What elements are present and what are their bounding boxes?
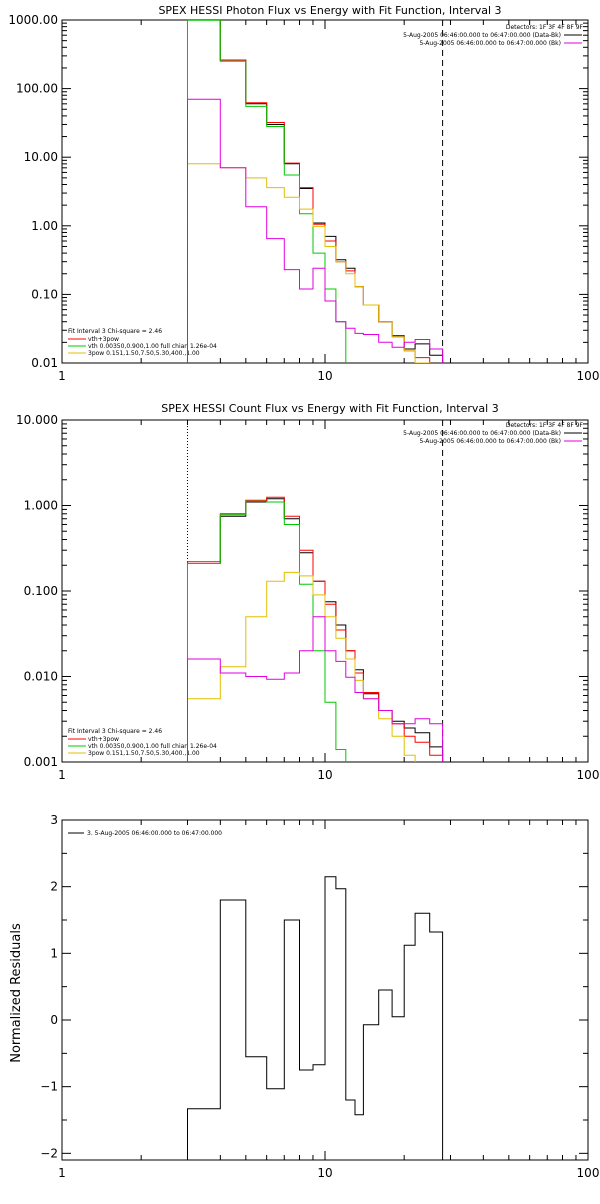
count-fit-header: Fit Interval 3 Chi-square = 2.46 xyxy=(68,728,162,735)
panel2-ytick-label: −2 xyxy=(40,1146,58,1160)
panel1-ytick-label: 0.100 xyxy=(24,584,58,598)
panel0-series-data-bk xyxy=(187,20,444,363)
panel0-ytick-label: 0.10 xyxy=(31,287,58,301)
panel0-ytick-label: 1000.00 xyxy=(8,13,58,27)
panel2-xtick-label: 100 xyxy=(577,1166,600,1180)
panel1-ytick-label: 10.000 xyxy=(16,413,58,427)
photon-data-interval-label: 5-Aug-2005 06:46:00.000 to 06:47:00.000 … xyxy=(403,32,561,39)
count-flux-panel: SPEX HESSI Count Flux vs Energy with Fit… xyxy=(16,402,599,782)
panel1-ytick-label: 0.010 xyxy=(24,670,58,684)
photon-detectors-label: Detectors: 1F 3F 4F 8F 9F xyxy=(506,24,584,31)
panel0-ytick-label: 10.00 xyxy=(24,150,58,164)
panel0-xtick-label: 100 xyxy=(577,369,600,383)
panel0-xtick-label: 10 xyxy=(317,369,332,383)
residuals-legend-label: 3. 5-Aug-2005 06:46:00.000 to 06:47:00.0… xyxy=(87,830,222,837)
panel1-series-group xyxy=(187,496,444,762)
panel0-ytick-label: 100.00 xyxy=(16,82,58,96)
panel0-series-bk xyxy=(187,98,444,363)
panel2-ytick-label: 0 xyxy=(50,1013,58,1027)
panel2-series-residual xyxy=(187,876,444,1160)
panel1-ytick-label: 0.001 xyxy=(24,755,58,769)
panel1-xtick-label: 1 xyxy=(58,768,66,782)
panel2-ytick-label: 3 xyxy=(50,813,58,827)
panel2-series-group xyxy=(187,876,444,1160)
panel1-series-vth-3pow xyxy=(187,496,444,762)
count-data-interval-label: 5-Aug-2005 06:46:00.000 to 06:47:00.000 … xyxy=(403,430,561,437)
panel1-xtick-label: 100 xyxy=(577,768,600,782)
count-bk-interval-label: 5-Aug-2005 06:46:00.000 to 06:47:00.000 … xyxy=(419,438,561,445)
panel1-series-data-bk xyxy=(187,498,444,762)
panel0-series-group xyxy=(187,20,444,363)
count-flux-title: SPEX HESSI Count Flux vs Energy with Fit… xyxy=(161,402,498,415)
count-legend-3pow: 3pow 0.151,1.50,7.50,5.30,400.,1.00 xyxy=(88,750,200,757)
photon-flux-title: SPEX HESSI Photon Flux vs Energy with Fi… xyxy=(158,4,501,17)
photon-bk-interval-label: 5-Aug-2005 06:46:00.000 to 06:47:00.000 … xyxy=(419,40,561,47)
photon-flux-panel: SPEX HESSI Photon Flux vs Energy with Fi… xyxy=(8,4,600,383)
residuals-ylabel: Normalized Residuals xyxy=(9,923,24,1063)
count-legend-vth3pow: vth+3pow xyxy=(88,736,119,743)
residuals-panel: Normalized Residuals 3. 5-Aug-2005 06:46… xyxy=(9,813,599,1180)
panel0-ytick-label: 0.01 xyxy=(31,356,58,370)
panel0-xtick-label: 1 xyxy=(58,369,66,383)
photon-legend-vth3pow: vth+3pow xyxy=(88,336,119,343)
panel2-ytick-label: 2 xyxy=(50,880,58,894)
panel0-series-3pow xyxy=(187,163,431,363)
panel1-series-bk xyxy=(187,616,444,762)
panel1-xtick-label: 10 xyxy=(317,768,332,782)
panel1-series-3pow xyxy=(187,571,416,762)
count-detectors-label: Detectors: 1F 3F 4F 8F 9F xyxy=(506,422,584,429)
panel2-ytick-label: 1 xyxy=(50,946,58,960)
photon-fit-header: Fit Interval 3 Chi-square = 2.46 xyxy=(68,328,162,335)
panel2-ytick-label: −1 xyxy=(40,1080,58,1094)
panel1-ytick-label: 1.000 xyxy=(24,499,58,513)
panel2-xtick-label: 1 xyxy=(58,1166,66,1180)
photon-legend-3pow: 3pow 0.151,1.50,7.50,5.30,400.,1.00 xyxy=(88,350,200,357)
panel2-xtick-label: 10 xyxy=(317,1166,332,1180)
panel0-ytick-label: 1.00 xyxy=(31,219,58,233)
count-legend-vth: vth 0.00350,0.900,1.00 full chian 1.26e-… xyxy=(88,743,217,750)
photon-legend-vth: vth 0.00350,0.900,1.00 full chian 1.26e-… xyxy=(88,343,217,350)
